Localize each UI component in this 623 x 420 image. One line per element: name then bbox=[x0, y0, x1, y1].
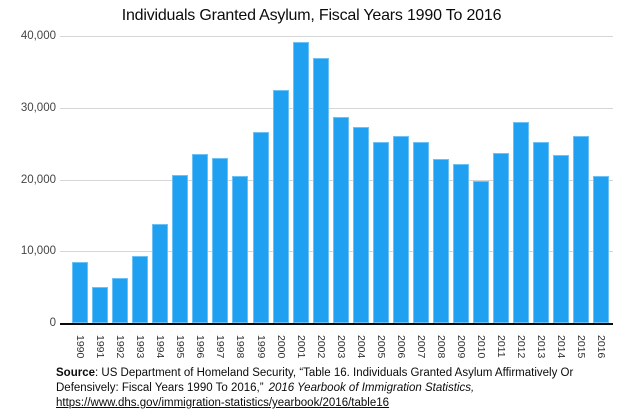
bar-2012 bbox=[513, 121, 530, 323]
bar-2011 bbox=[493, 153, 510, 323]
bar-1995 bbox=[172, 174, 189, 323]
bar-2002 bbox=[312, 58, 329, 323]
bar-1997 bbox=[212, 158, 229, 323]
gridline bbox=[60, 36, 613, 37]
bar-2003 bbox=[332, 117, 349, 323]
chart-title: Individuals Granted Asylum, Fiscal Years… bbox=[121, 7, 502, 24]
bar-2009 bbox=[452, 163, 469, 323]
source-note: Source: US Department of Homeland Securi… bbox=[56, 366, 601, 411]
source-text: Source: US Department of Homeland Securi… bbox=[56, 367, 573, 394]
bar-1998 bbox=[232, 175, 249, 323]
y-axis: 0 10,000 20,000 30,000 40,000 bbox=[0, 30, 56, 329]
source-link[interactable]: https://www.dhs.gov/immigration-statisti… bbox=[56, 397, 390, 409]
y-axis-tick-label: 30,000 bbox=[20, 101, 56, 114]
bar-2008 bbox=[432, 158, 449, 323]
source-citation: : US Department of Homeland Security, “T… bbox=[56, 367, 574, 394]
bar-2010 bbox=[473, 181, 489, 323]
source-publication: 2016 Yearbook of Immigration Statistics, bbox=[268, 382, 475, 394]
bar-2007 bbox=[412, 141, 429, 323]
x-axis-tick-label: 2016 bbox=[595, 335, 608, 359]
bar-1990 bbox=[72, 262, 88, 323]
bar-1994 bbox=[152, 223, 169, 323]
bar-2001 bbox=[292, 42, 309, 323]
bar-1996 bbox=[192, 154, 209, 323]
bar-2006 bbox=[392, 135, 409, 323]
bar-2014 bbox=[553, 155, 570, 323]
bar-2016 bbox=[593, 176, 610, 323]
y-axis-tick-label: 0 bbox=[49, 317, 56, 329]
bar-1993 bbox=[132, 255, 149, 323]
x-axis: 1990 1991 1992 1993 1994 1995 1996 1997 1998 1999… bbox=[60, 330, 613, 364]
bar-2004 bbox=[352, 127, 369, 323]
y-axis-tick-label: 40,000 bbox=[20, 30, 56, 42]
bar-1992 bbox=[112, 277, 129, 323]
bar-2015 bbox=[573, 135, 590, 323]
bar-1999 bbox=[252, 132, 269, 323]
bar-1991 bbox=[92, 286, 108, 323]
source-label: Source bbox=[56, 367, 95, 379]
y-axis-tick-label: 20,000 bbox=[20, 173, 56, 186]
gridline bbox=[60, 107, 613, 109]
bar-2013 bbox=[533, 142, 550, 323]
y-axis-tick-label: 10,000 bbox=[20, 245, 56, 258]
bar-2000 bbox=[272, 90, 289, 323]
plot-area bbox=[60, 36, 613, 325]
bar-2005 bbox=[372, 141, 389, 323]
